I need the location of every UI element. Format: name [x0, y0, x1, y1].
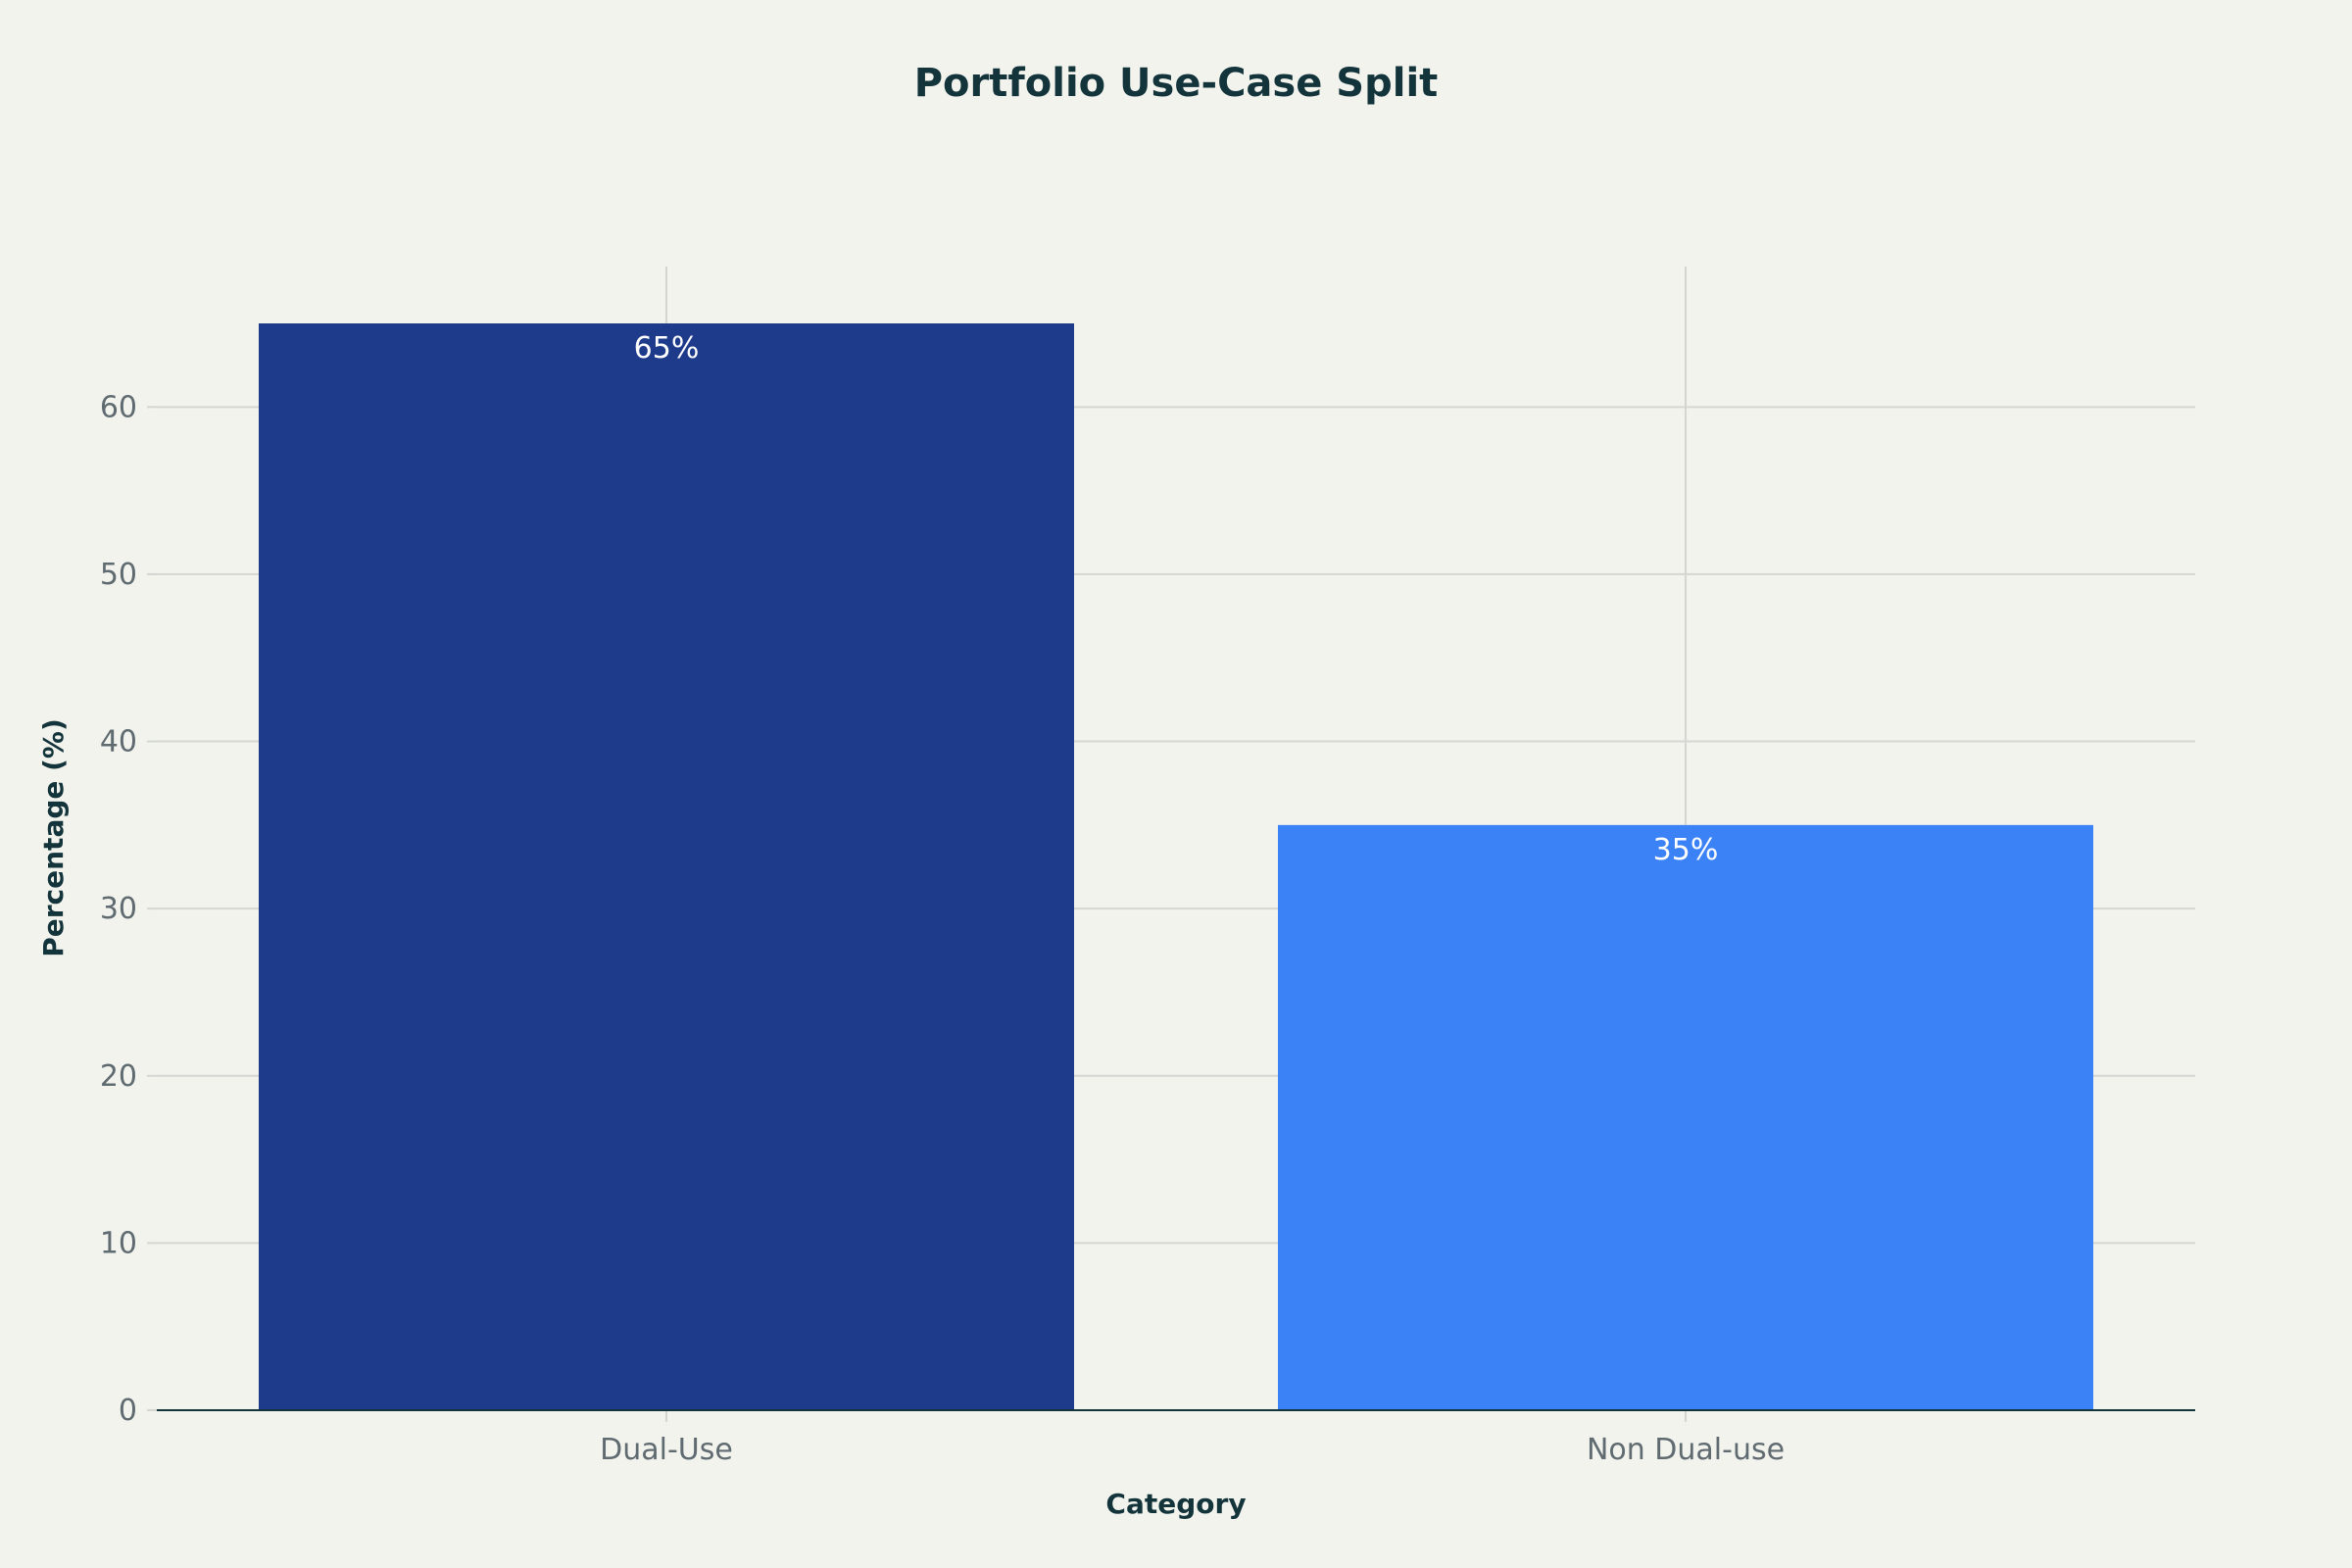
y-axis-title: Percentage (%) [37, 718, 70, 957]
y-tick-label: 20 [100, 1059, 137, 1094]
bars [259, 323, 2093, 1410]
x-tick-label: Dual-Use [600, 1433, 733, 1467]
x-tick-label: Non Dual-use [1587, 1433, 1785, 1467]
chart-title: Portfolio Use-Case Split [914, 61, 1439, 106]
bar-data-label: 65% [634, 331, 700, 366]
y-tick-label: 60 [100, 390, 137, 424]
bar-dual-use [259, 323, 1074, 1410]
labels: 0 10 20 30 40 50 60 65% 35% Dual-Use Non Dual-use [100, 331, 1785, 1467]
y-tick-label: 40 [100, 725, 137, 760]
axes [147, 406, 2195, 1411]
y-tick-label: 10 [100, 1226, 137, 1260]
bar-non-dual-use [1278, 824, 2093, 1410]
bar-data-label: 35% [1653, 833, 1719, 867]
y-tick-label: 0 [119, 1394, 137, 1428]
y-tick-label: 30 [100, 892, 137, 926]
x-axis-title: Category [1105, 1488, 1246, 1520]
y-tick-label: 50 [100, 558, 137, 592]
